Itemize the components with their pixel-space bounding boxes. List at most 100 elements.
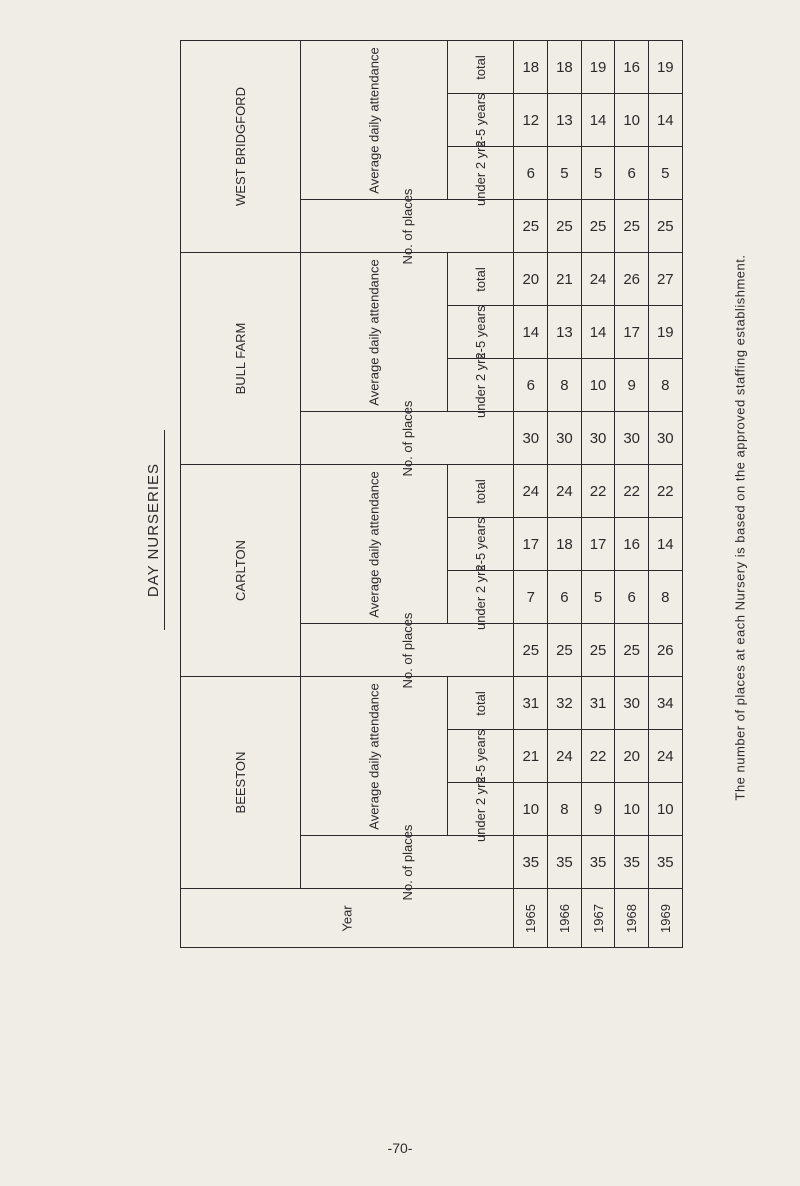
cell: 35: [615, 836, 649, 889]
cell: 16: [615, 41, 649, 94]
cell: 26: [648, 624, 682, 677]
side-title-underline: [164, 430, 165, 630]
cell: 21: [514, 730, 548, 783]
cell: 6: [615, 571, 649, 624]
cell: 30: [615, 677, 649, 730]
sub-under2: under 2 yrs: [448, 147, 514, 200]
cell: 22: [581, 730, 615, 783]
cell: 14: [514, 306, 548, 359]
cell: 14: [581, 94, 615, 147]
cell: 14: [648, 94, 682, 147]
table-container: WEST BRIDGFORD Average daily attendance …: [180, 40, 690, 948]
cell: 35: [648, 836, 682, 889]
cell: 22: [648, 465, 682, 518]
avg-daily-head: Average daily attendance: [300, 677, 447, 836]
cell: 6: [548, 571, 582, 624]
no-places-head: No. of places: [300, 836, 514, 889]
cell: 35: [514, 836, 548, 889]
sub-total: total: [448, 41, 514, 94]
cell: 25: [615, 200, 649, 253]
cell: 13: [548, 306, 582, 359]
cell: 5: [548, 147, 582, 200]
cell: 25: [581, 200, 615, 253]
avg-daily-head: Average daily attendance: [300, 253, 447, 412]
sub-25: 2-5 years: [448, 94, 514, 147]
cell: 25: [548, 200, 582, 253]
year-cell: 1968: [615, 889, 649, 948]
no-places-head: No. of places: [300, 624, 514, 677]
right-note: The number of places at each Nursery is …: [733, 218, 748, 838]
cell: 12: [514, 94, 548, 147]
cell: 18: [548, 518, 582, 571]
year-cell: 1966: [548, 889, 582, 948]
cell: 34: [648, 677, 682, 730]
cell: 24: [514, 465, 548, 518]
side-title-text: DAY NURSERIES: [145, 463, 162, 597]
cell: 6: [514, 359, 548, 412]
cell: 32: [548, 677, 582, 730]
cell: 18: [514, 41, 548, 94]
cell: 20: [514, 253, 548, 306]
cell: 5: [648, 147, 682, 200]
cell: 10: [648, 783, 682, 836]
cell: 25: [514, 200, 548, 253]
sub-under2: under 2 yrs: [448, 783, 514, 836]
cell: 5: [581, 571, 615, 624]
sub-total: total: [448, 677, 514, 730]
avg-daily-head: Average daily attendance: [300, 465, 447, 624]
cell: 26: [615, 253, 649, 306]
spacer: [682, 41, 690, 948]
cell: 8: [648, 359, 682, 412]
nursery-label: WEST BRIDGFORD: [233, 87, 248, 206]
cell: 10: [615, 94, 649, 147]
cell: 17: [615, 306, 649, 359]
cell: 8: [548, 359, 582, 412]
cell: 18: [548, 41, 582, 94]
cell: 31: [581, 677, 615, 730]
cell: 8: [648, 571, 682, 624]
cell: 24: [648, 730, 682, 783]
sub-25: 2-5 years: [448, 730, 514, 783]
cell: 14: [581, 306, 615, 359]
cell: 25: [615, 624, 649, 677]
cell: 10: [581, 359, 615, 412]
cell: 6: [615, 147, 649, 200]
cell: 21: [548, 253, 582, 306]
cell: 30: [615, 412, 649, 465]
year-cell: 1969: [648, 889, 682, 948]
cell: 24: [581, 253, 615, 306]
cell: 7: [514, 571, 548, 624]
cell: 19: [648, 41, 682, 94]
cell: 9: [581, 783, 615, 836]
nursery-beeston: BEESTON: [181, 677, 301, 889]
cell: 35: [581, 836, 615, 889]
cell: 22: [615, 465, 649, 518]
no-places-head: No. of places: [300, 200, 514, 253]
cell: 35: [548, 836, 582, 889]
nursery-west-bridgford: WEST BRIDGFORD: [181, 41, 301, 253]
cell: 30: [548, 412, 582, 465]
cell: 10: [514, 783, 548, 836]
nurseries-table: WEST BRIDGFORD Average daily attendance …: [180, 40, 690, 948]
cell: 31: [514, 677, 548, 730]
cell: 30: [648, 412, 682, 465]
cell: 16: [615, 518, 649, 571]
cell: 17: [581, 518, 615, 571]
cell: 13: [548, 94, 582, 147]
sub-total: total: [448, 465, 514, 518]
cell: 24: [548, 465, 582, 518]
cell: 5: [581, 147, 615, 200]
cell: 25: [648, 200, 682, 253]
cell: 19: [648, 306, 682, 359]
cell: 24: [548, 730, 582, 783]
sub-total: total: [448, 253, 514, 306]
year-cell: 1965: [514, 889, 548, 948]
side-title: DAY NURSERIES: [145, 430, 165, 630]
cell: 22: [581, 465, 615, 518]
sub-25: 2-5 years: [448, 306, 514, 359]
cell: 30: [514, 412, 548, 465]
nursery-bull-farm: BULL FARM: [181, 253, 301, 465]
cell: 19: [581, 41, 615, 94]
cell: 6: [514, 147, 548, 200]
cell: 25: [514, 624, 548, 677]
